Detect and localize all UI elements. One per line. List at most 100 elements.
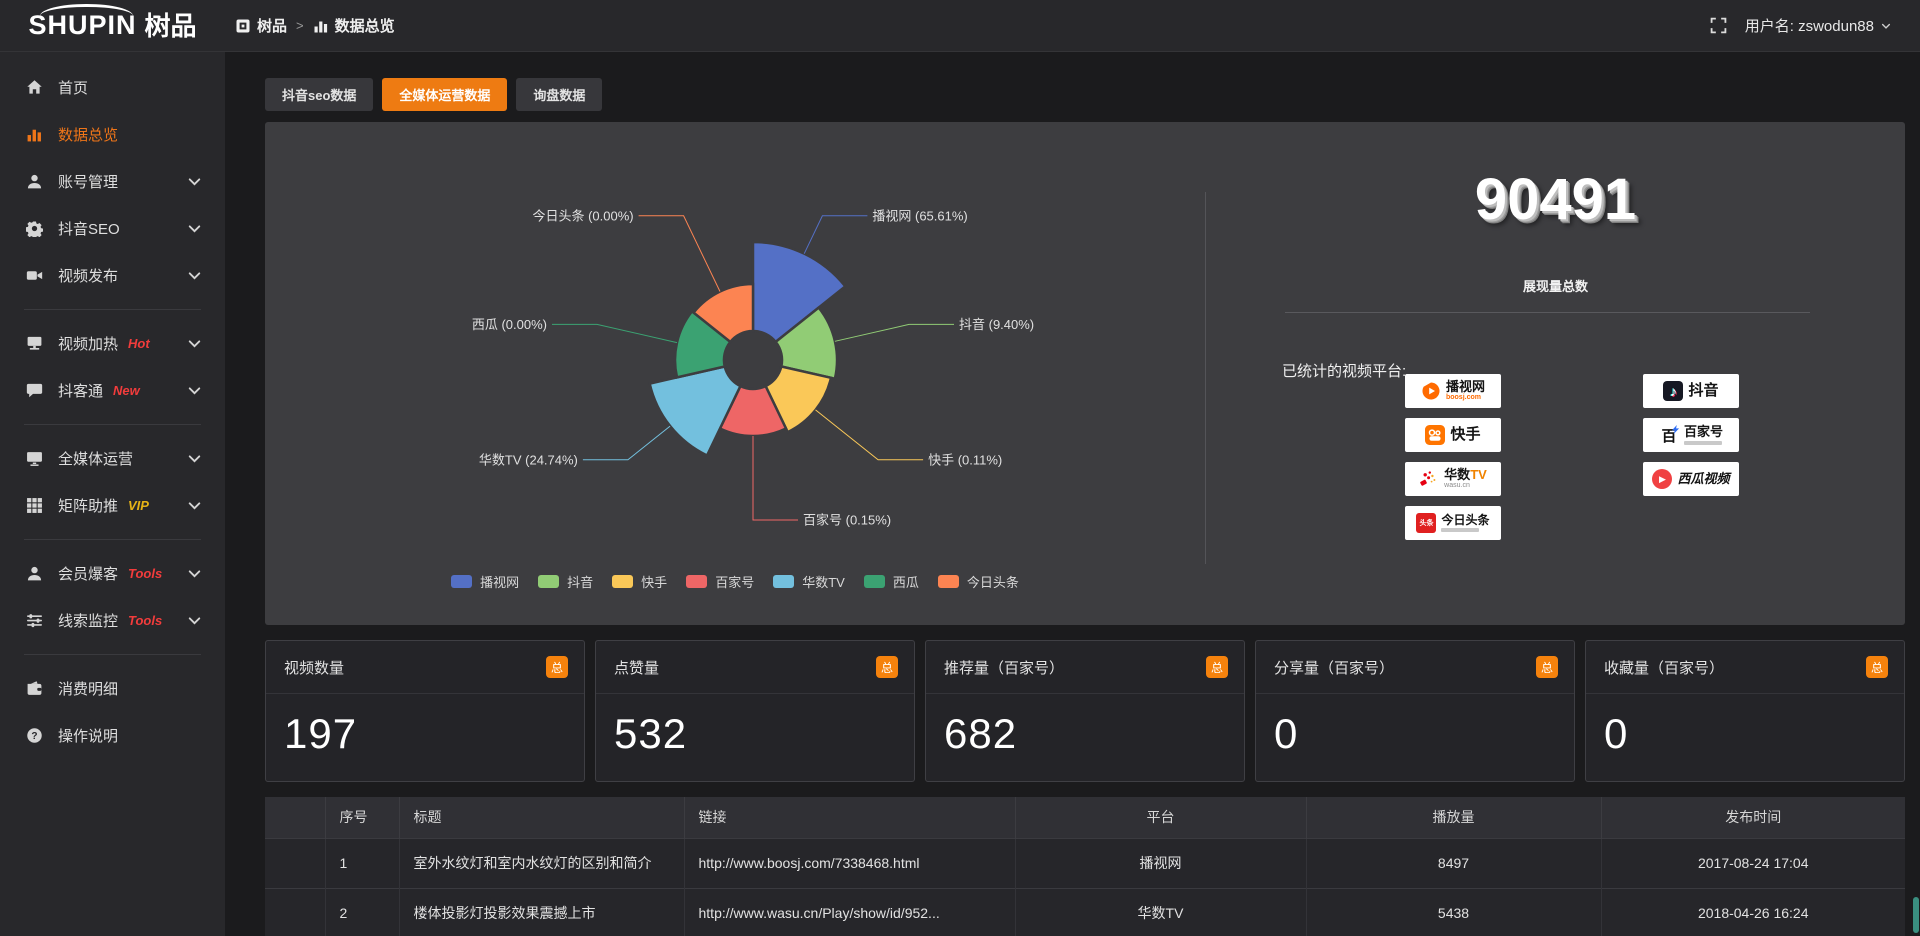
stat-card-value: 0 — [1274, 710, 1299, 757]
chart-icon — [27, 129, 41, 142]
breadcrumb-current[interactable]: 数据总览 — [313, 15, 395, 36]
cell-no: 1 — [325, 837, 400, 888]
col-header-序号: 序号 — [325, 797, 400, 838]
page-scrollbar-thumb[interactable] — [1913, 897, 1919, 933]
bar-chart-icon — [313, 17, 329, 34]
sidebar-item-会员爆客[interactable]: 会员爆客 Tools — [0, 550, 225, 597]
stat-card-title: 分享量（百家号） — [1274, 659, 1395, 677]
stat-card-收藏量（百家号）: 收藏量（百家号） 总 0 — [1585, 640, 1905, 782]
main-content: 抖音seo数据 全媒体运营数据 询盘数据 播视网 (65.61%) 抖音 (9.40%… — [225, 52, 1920, 936]
legend-item-今日头条[interactable]: 今日头条 — [937, 572, 1019, 591]
sidebar-item-抖音SEO[interactable]: 抖音SEO — [0, 205, 225, 252]
row-checkbox-cell — [265, 887, 326, 936]
sidebar-item-账号管理[interactable]: 账号管理 — [0, 158, 225, 205]
platform-badge-播视网: 播视网 boosj.com — [1405, 374, 1501, 408]
cell-no: 2 — [325, 887, 400, 936]
user-menu[interactable]: 用户名: zswodun88 — [1745, 15, 1892, 36]
legend-item-华数TV[interactable]: 华数TV — [773, 572, 845, 591]
brand-logo-en: SHUPIN — [28, 4, 136, 39]
legend-swatch — [686, 575, 708, 588]
sidebar-badge: Hot — [128, 336, 150, 351]
sidebar-item-矩阵助推[interactable]: 矩阵助推 VIP — [0, 482, 225, 529]
legend-item-抖音[interactable]: 抖音 — [538, 572, 593, 591]
legend-item-西瓜[interactable]: 西瓜 — [863, 572, 919, 591]
stat-card-header: 收藏量（百家号） 总 — [1586, 641, 1904, 694]
pie-label-西瓜: 西瓜 (0.00%) — [472, 317, 547, 332]
cell-title-link[interactable]: 楼体投影灯投影效果震撼上市 — [399, 887, 685, 936]
col-header-发布时间: 发布时间 — [1601, 797, 1905, 838]
toutiao-slogan — [1441, 528, 1480, 533]
legend-label: 播视网 — [480, 575, 520, 590]
pie-label-华数TV: 华数TV (24.74%) — [479, 452, 578, 467]
legend-item-播视网[interactable]: 播视网 — [451, 572, 519, 591]
header-checkbox-cell — [265, 797, 326, 838]
pie-slice-快手[interactable] — [763, 365, 833, 434]
total-badge: 总 — [1866, 656, 1888, 678]
panel-divider — [1205, 192, 1206, 564]
pie-label-今日头条: 今日头条 (0.00%) — [532, 208, 633, 223]
tab-询盘数据[interactable]: 询盘数据 — [516, 78, 603, 111]
cell-title-link[interactable]: 室外水纹灯和室内水纹灯的区别和简介 — [399, 837, 685, 888]
row-checkbox-cell — [265, 837, 326, 888]
cell-url-link[interactable]: http://www.boosj.com/7338468.html — [684, 837, 1016, 888]
grid-icon — [27, 498, 42, 513]
summary-divider — [1285, 312, 1810, 313]
cell-url-link[interactable]: http://www.wasu.cn/Play/show/id/952... — [684, 887, 1016, 936]
pie-label-抖音: 抖音 (9.40%) — [959, 317, 1034, 332]
chat-icon — [26, 383, 43, 398]
sidebar-badge: VIP — [128, 498, 149, 513]
legend-item-快手[interactable]: 快手 — [612, 572, 667, 591]
kuaishou-logo-icon — [1425, 425, 1446, 445]
xigua-logo-icon: ▶ — [1652, 469, 1673, 489]
tab-抖音seo数据[interactable]: 抖音seo数据 — [265, 78, 374, 111]
pie-slice-今日头条[interactable] — [691, 282, 755, 344]
sidebar-item-视频加热[interactable]: 视频加热 Hot — [0, 320, 225, 367]
sidebar-badge: New — [113, 383, 140, 398]
sidebar-divider — [24, 654, 201, 655]
user-icon — [27, 174, 42, 189]
sidebar-item-数据总览[interactable]: 数据总览 — [0, 111, 225, 158]
pie-label-line — [752, 436, 798, 521]
legend-swatch — [538, 575, 560, 588]
chevron-down-icon — [188, 225, 201, 233]
cell-platform: 播视网 — [1015, 837, 1307, 888]
chevron-down-icon — [188, 272, 201, 280]
pie-slice-抖音[interactable] — [773, 305, 839, 381]
sidebar-item-首页[interactable]: 首页 — [0, 64, 225, 111]
pie-slice-播视网[interactable] — [751, 240, 848, 344]
sidebar-item-视频发布[interactable]: 视频发布 — [0, 252, 225, 299]
stat-card-title: 推荐量（百家号） — [944, 659, 1065, 677]
stat-card-title: 收藏量（百家号） — [1604, 659, 1725, 677]
sidebar-item-线索监控[interactable]: 线索监控 Tools — [0, 597, 225, 644]
pie-label-line — [582, 425, 671, 461]
chevron-down-icon — [1881, 23, 1891, 29]
sidebar-item-label: 矩阵助推 — [58, 498, 119, 515]
platform-badge-抖音: ♪ 抖音 — [1643, 374, 1739, 408]
col-header-标题: 标题 — [399, 797, 685, 838]
sidebar-item-全媒体运营[interactable]: 全媒体运营 — [0, 435, 225, 482]
sidebar-item-label: 数据总览 — [58, 127, 119, 144]
stat-card-分享量（百家号）: 分享量（百家号） 总 0 — [1255, 640, 1575, 782]
sidebar-item-操作说明[interactable]: ? 操作说明 — [0, 712, 225, 759]
sidebar-item-消费明细[interactable]: 消费明细 — [0, 665, 225, 712]
pie-slice-西瓜[interactable] — [673, 309, 733, 379]
stat-card-value: 197 — [284, 710, 358, 757]
pie-slice-华数TV[interactable] — [648, 365, 743, 458]
sidebar-item-抖客通[interactable]: 抖客通 New — [0, 367, 225, 414]
stat-card-value: 682 — [944, 710, 1018, 757]
breadcrumb-home[interactable]: 树品 — [235, 15, 287, 36]
sidebar-divider — [24, 309, 201, 310]
legend-item-百家号[interactable]: 百家号 — [686, 572, 754, 591]
chevron-down-icon — [188, 617, 201, 625]
chevron-down-icon — [1880, 17, 1892, 34]
pie-slice-百家号[interactable] — [718, 384, 788, 438]
monitor-icon — [27, 452, 42, 466]
fullscreen-icon[interactable] — [1710, 17, 1727, 35]
cell-plays: 8497 — [1306, 837, 1602, 888]
table-header-row: 序号 标题 链接 平台 播放量 发布时间 — [265, 797, 1905, 838]
overview-panel: 播视网 (65.61%) 抖音 (9.40%) 快手 (0.11%) 百家号 (0.1… — [265, 122, 1905, 625]
stat-card-推荐量（百家号）: 推荐量（百家号） 总 682 — [925, 640, 1245, 782]
chevron-down-icon — [188, 502, 201, 510]
chart-legend: 播视网 抖音 快手 百家号 华数TV 西瓜 今日头条 — [265, 572, 1205, 591]
tab-全媒体运营数据[interactable]: 全媒体运营数据 — [382, 78, 508, 111]
